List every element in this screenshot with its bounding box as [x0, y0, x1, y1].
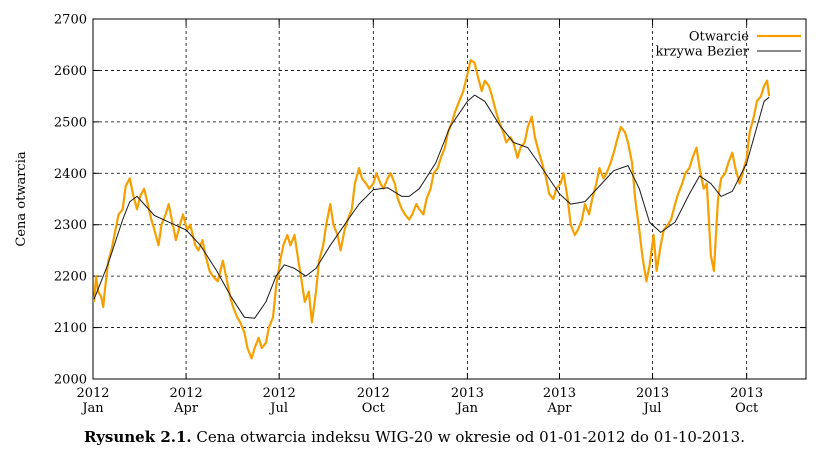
legend-label: krzywa Bezier: [656, 45, 750, 60]
y-tick-label: 2100: [54, 321, 87, 336]
x-tick-label-year: 2012: [76, 386, 109, 401]
x-tick-label-month: Apr: [173, 401, 199, 416]
x-tick-label-year: 2013: [636, 386, 669, 401]
x-tick-label-month: Jul: [642, 401, 662, 416]
y-tick-label: 2300: [54, 218, 87, 233]
y-axis-title: Cena otwarcia: [14, 151, 29, 246]
y-axis: 2000 2100 2200 2300 2400 2500 2600 2700: [54, 13, 806, 388]
x-tick-label-month: Jan: [455, 401, 479, 416]
plot-area-frame: [92, 18, 807, 380]
x-tick-label-month: Jul: [268, 401, 288, 416]
y-tick-label: 2600: [54, 64, 87, 79]
y-tick-label: 2700: [54, 13, 87, 28]
y-tick-label: 2500: [54, 115, 87, 130]
figure-caption: Rysunek 2.1. Cena otwarcia indeksu WIG-2…: [0, 428, 829, 446]
x-tick-label-month: Jan: [80, 401, 104, 416]
x-tick-label-year: 2013: [451, 386, 484, 401]
x-tick-label-year: 2013: [543, 386, 576, 401]
x-tick-label-month: Apr: [546, 401, 572, 416]
y-tick-label: 2400: [54, 167, 87, 182]
x-tick-label-year: 2012: [263, 386, 296, 401]
legend-label: Otwarcie: [689, 30, 749, 45]
y-tick-label: 2000: [54, 373, 87, 388]
y-tick-label: 2200: [54, 270, 87, 285]
x-tick-label-month: Oct: [362, 401, 386, 416]
x-tick-label-year: 2013: [730, 386, 763, 401]
figure-caption-text: Cena otwarcia indeksu WIG-20 w okresie o…: [191, 428, 745, 446]
series-line-otwarcie: [92, 59, 771, 360]
series-line-bezier: [93, 94, 770, 319]
figure-caption-label: Rysunek 2.1.: [84, 428, 192, 446]
x-tick-label-month: Oct: [735, 401, 759, 416]
series-layer: [92, 59, 771, 360]
grid-lines: [92, 19, 806, 379]
x-tick-label-year: 2012: [357, 386, 390, 401]
x-axis: 2012Jan2012Apr2012Jul2012Oct2013Jan2013A…: [76, 19, 763, 416]
x-tick-label-year: 2012: [170, 386, 203, 401]
